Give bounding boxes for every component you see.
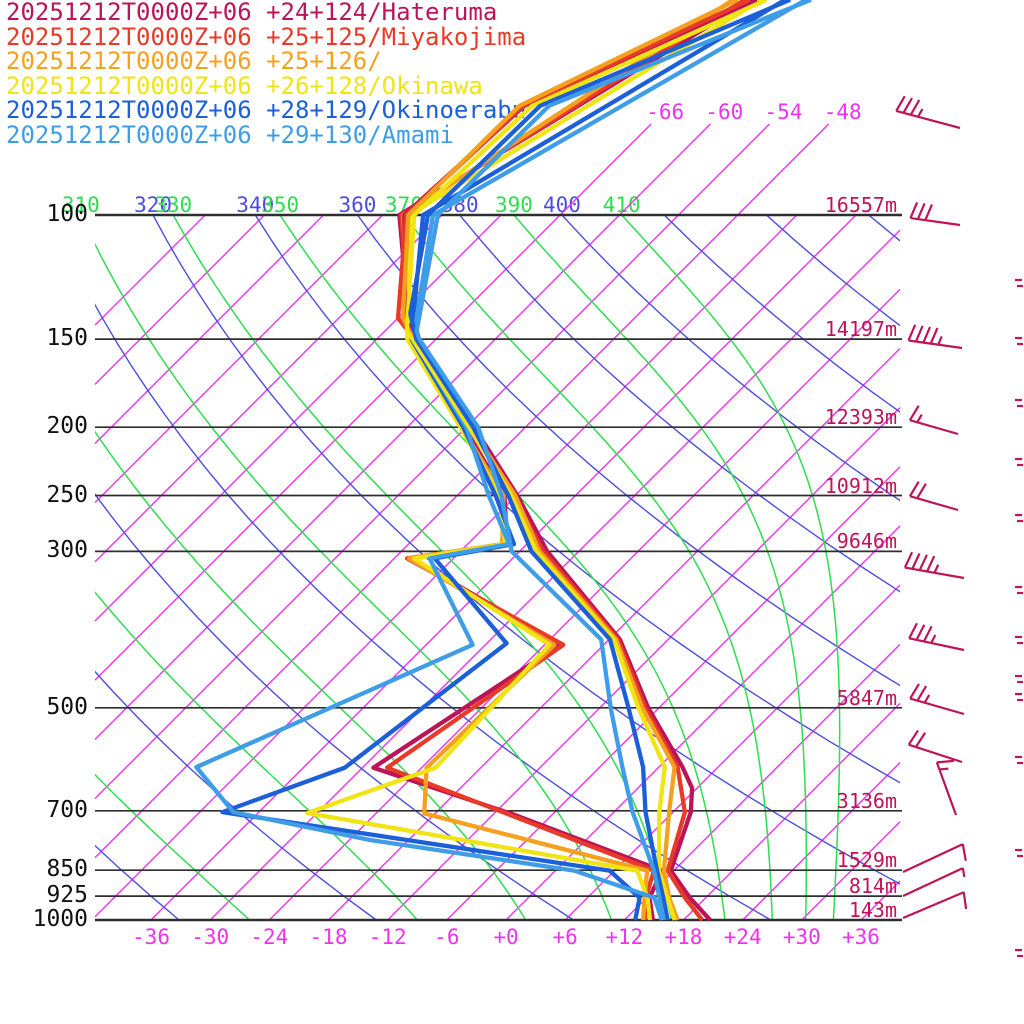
moist-adiabat-label: 310 [61,193,100,217]
dry-adiabat-label: 340 [236,193,275,217]
legend: 20251212T0000Z+06 +24+124/Hateruma 20251… [6,0,526,148]
legend-entry-miyakojima: 20251212T0000Z+06 +25+125/Miyakojima [6,22,527,51]
temperature-curve-Miyakojima [395,0,751,922]
sounding-curves [194,0,812,922]
dewpoint-curve-Okinawa [305,0,763,921]
legend-entry-okinawa: 20251212T0000Z+06 +26+128/Okinawa [6,71,483,100]
moist-adiabat-label: 390 [495,193,533,217]
dry-adiabat-label: 360 [338,193,377,217]
wind-barbs [895,95,1023,958]
temperature-curve-Okinoerabu [408,0,792,921]
dry-adiabat-label: 320 [134,193,172,217]
moist-adiabat-label: 330 [154,193,193,217]
legend-entry-hateruma: 20251212T0000Z+06 +24+124/Hateruma [6,0,498,26]
legend-entry-okinoerabu: 20251212T0000Z+06 +28+129/Okinoerabu [6,96,527,125]
dry-adiabat-lines [95,215,900,921]
moist-adiabat-label: 350 [261,193,300,217]
legend-entry-25-126: 20251212T0000Z+06 +25+126/ [6,47,382,76]
legend-entry-amami: 20251212T0000Z+06 +29+130/Amami [6,120,454,149]
temperature-curve-Amami [414,0,812,921]
temperature-curve-Okinawa [404,0,768,921]
moist-adiabat-lines [95,215,841,921]
dewpoint-curve-Okinoerabu [220,0,787,921]
temperature-curve-+25+126 [400,0,739,921]
dewpoint-curve-Amami [194,0,808,921]
